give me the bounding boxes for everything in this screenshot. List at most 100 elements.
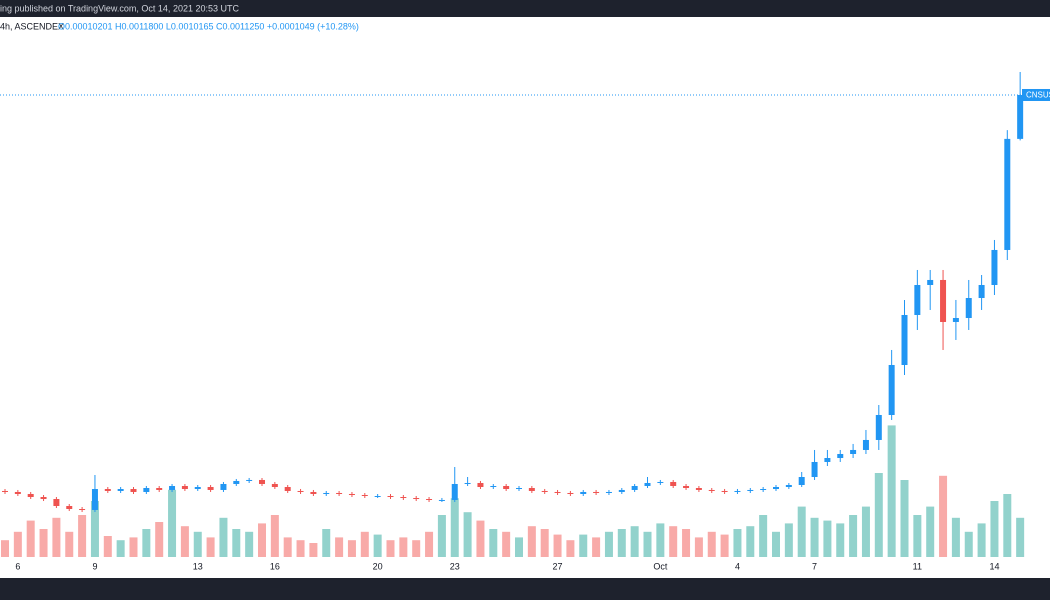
candle-body <box>477 482 484 488</box>
volume-bar <box>386 540 395 557</box>
candle-body <box>194 487 201 490</box>
volume-bar <box>116 540 125 557</box>
candle-body <box>695 488 702 490</box>
candle-body <box>875 414 882 440</box>
x-tick-label: 9 <box>92 561 97 571</box>
volume-bar <box>900 480 909 557</box>
volume-bar <box>592 537 601 557</box>
x-tick-label: 13 <box>193 561 203 571</box>
candle-body <box>490 486 497 488</box>
volume-bar <box>412 540 421 557</box>
volume-bar <box>759 515 768 557</box>
volume-bar <box>476 520 485 557</box>
candle-body <box>516 488 522 490</box>
candle-body <box>374 496 381 497</box>
candle-body <box>631 486 638 490</box>
candle-body <box>593 491 600 493</box>
candle-body <box>181 486 188 490</box>
candle-body <box>246 479 253 481</box>
candle-body <box>541 490 548 492</box>
candle-body <box>721 490 728 492</box>
candle-body <box>862 439 869 450</box>
candle-body <box>837 453 844 459</box>
candle-body <box>66 506 73 510</box>
candle-body <box>310 491 317 494</box>
candle-body <box>1004 138 1011 250</box>
candle-body <box>464 482 471 484</box>
ohlc-info: O0.00010201 H0.0011800 L0.0010165 C0.001… <box>58 21 359 31</box>
candle-body <box>683 486 690 489</box>
volume-bar <box>617 529 626 557</box>
candle-body <box>811 461 818 478</box>
volume-bar <box>836 523 845 557</box>
candle-body <box>130 489 137 492</box>
candle-body <box>657 481 664 483</box>
x-tick-label: 23 <box>450 561 460 571</box>
x-tick-label: Oct <box>653 561 668 571</box>
volume-bar <box>669 526 678 557</box>
volume-bar <box>913 515 922 557</box>
volume-bar <box>373 534 382 557</box>
volume-bar <box>630 526 639 557</box>
volume-bar <box>502 531 511 557</box>
candle-body <box>1017 94 1024 139</box>
top-bar <box>0 0 1050 17</box>
volume-bar <box>861 506 870 557</box>
volume-bar <box>515 537 523 557</box>
volume-bar <box>540 529 549 557</box>
volume-bar <box>463 512 472 557</box>
volume-bar <box>733 529 742 557</box>
volume-bar <box>437 515 446 557</box>
volume-bar <box>296 540 305 557</box>
volume-bar <box>39 529 48 557</box>
volume-bar <box>656 523 665 557</box>
volume-bar <box>450 498 459 557</box>
candle-body <box>104 489 111 491</box>
candle-body <box>27 493 34 498</box>
volume-bar <box>360 531 369 557</box>
candle-body <box>361 494 368 496</box>
x-tick-label: 20 <box>373 561 383 571</box>
volume-bar <box>142 529 151 557</box>
candle-body <box>734 490 741 492</box>
volume-bar <box>103 536 112 557</box>
volume-bar <box>78 515 87 557</box>
volume-bar <box>810 517 819 557</box>
candle-body <box>2 490 8 492</box>
candle-body <box>952 318 959 322</box>
volume-bar <box>258 523 266 557</box>
candle-body <box>528 488 535 491</box>
volume-bar <box>797 506 806 557</box>
volume-bar <box>206 537 215 557</box>
price-tag-label: CNSUS <box>1026 91 1050 100</box>
volume-bar <box>1003 494 1012 557</box>
price-tag <box>1022 88 1050 101</box>
candle-body <box>323 492 330 494</box>
candle-body <box>605 491 612 493</box>
candle-body <box>914 284 921 315</box>
candle-body <box>79 509 86 511</box>
candle-body <box>14 491 21 494</box>
candle-body <box>618 489 625 492</box>
volume-bar <box>425 531 434 557</box>
candle-body <box>451 483 458 500</box>
volume-bar <box>874 473 883 557</box>
volume-bar <box>926 506 935 557</box>
candle-body <box>991 249 998 285</box>
volume-bar <box>65 531 74 557</box>
candle-body <box>53 499 60 506</box>
volume-bar <box>335 537 344 557</box>
candle-body <box>297 490 304 492</box>
volume-bar <box>129 537 138 557</box>
candle-body <box>901 314 908 365</box>
volume-bar <box>322 529 331 557</box>
x-tick-label: 14 <box>989 561 999 571</box>
candle-body <box>965 298 972 319</box>
volume-bar <box>270 515 279 557</box>
candle-body <box>798 477 805 485</box>
candle-body <box>426 499 433 501</box>
volume-bar <box>399 537 408 557</box>
candle-body <box>156 488 163 490</box>
volume-bar <box>90 501 99 557</box>
volume-bar <box>707 531 716 557</box>
